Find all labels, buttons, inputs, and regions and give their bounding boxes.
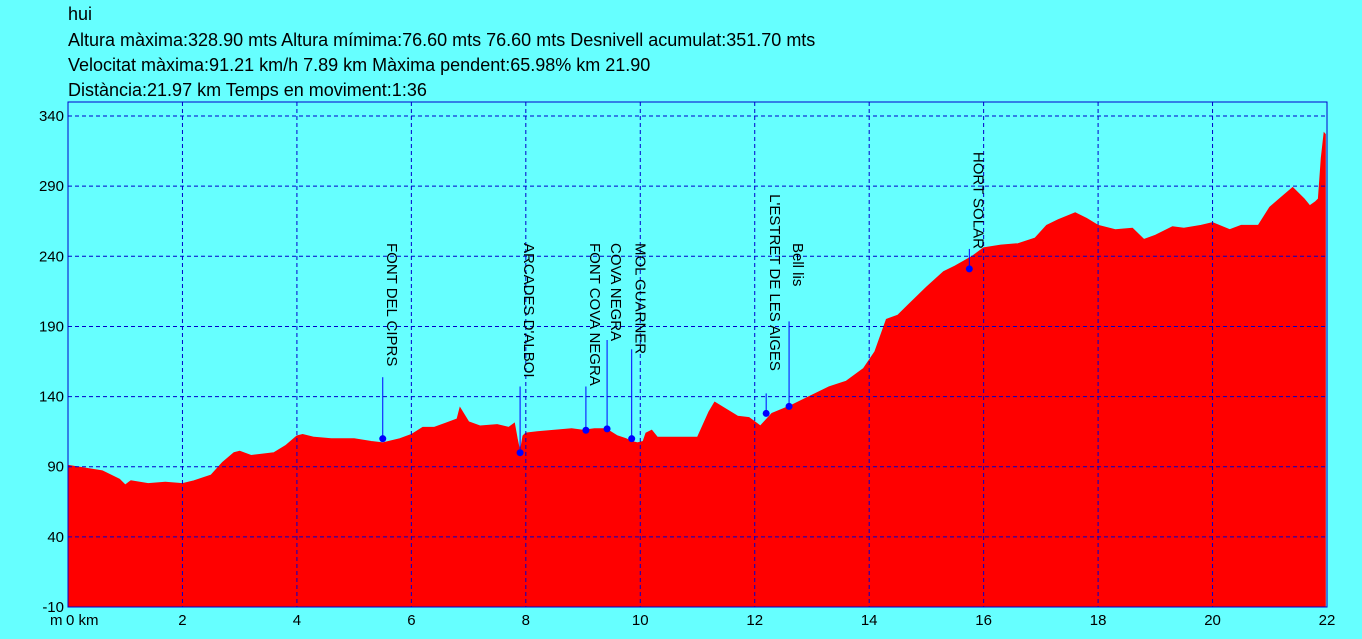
elevation-area bbox=[67, 131, 1326, 608]
waypoint-marker bbox=[379, 435, 387, 443]
y-tick-label: 340 bbox=[39, 108, 64, 125]
waypoint-marker bbox=[628, 435, 636, 443]
y-tick-label: 190 bbox=[39, 318, 64, 335]
waypoint-marker bbox=[516, 449, 524, 457]
waypoint-marker bbox=[762, 409, 770, 417]
x-tick-label: 18 bbox=[1090, 612, 1107, 629]
waypoint-marker bbox=[965, 265, 973, 273]
y-tick-label: 290 bbox=[39, 178, 64, 195]
x-tick-label: 4 bbox=[293, 612, 301, 629]
waypoint-label: COVA NEGRA bbox=[607, 243, 624, 341]
y-tick-label: 240 bbox=[39, 248, 64, 265]
x-tick-label: 22 bbox=[1319, 612, 1336, 629]
x-tick-label: 12 bbox=[746, 612, 763, 629]
waypoint-marker bbox=[785, 402, 793, 410]
speed-stats: Velocitat màxima:91.21 km/h 7.89 km Màxi… bbox=[68, 55, 651, 75]
waypoint-label: FONT DEL CIPRS bbox=[383, 243, 400, 366]
y-tick-label: -10 bbox=[42, 599, 64, 616]
x-origin-label: 0 km bbox=[66, 612, 99, 629]
waypoint-marker bbox=[603, 425, 611, 433]
y-unit-label: m bbox=[50, 612, 63, 629]
x-tick-label: 2 bbox=[178, 612, 186, 629]
waypoint-label: HORT SOLAR bbox=[969, 152, 986, 249]
waypoint-label: FONT COVA NEGRA bbox=[586, 243, 603, 386]
x-tick-label: 6 bbox=[407, 612, 415, 629]
y-tick-label: 140 bbox=[39, 389, 64, 406]
x-tick-label: 20 bbox=[1204, 612, 1221, 629]
waypoint-label: ARCADES D'ALBOI bbox=[520, 243, 537, 378]
altitude-stats: Altura màxima:328.90 mts Altura mímima:7… bbox=[68, 30, 816, 50]
profile-title: hui bbox=[68, 4, 93, 24]
plot-frame bbox=[67, 101, 1328, 608]
x-tick-label: 16 bbox=[975, 612, 992, 629]
waypoint-marker bbox=[582, 426, 590, 434]
waypoint-label: MOL GUARNER bbox=[632, 243, 649, 354]
x-tick-label: 14 bbox=[861, 612, 878, 629]
x-tick-label: 10 bbox=[632, 612, 649, 629]
distance-stats: Distància:21.97 km Temps en moviment:1:3… bbox=[68, 80, 427, 100]
y-tick-label: 90 bbox=[47, 459, 64, 476]
x-tick-label: 8 bbox=[522, 612, 530, 629]
waypoint-label: Bell lis bbox=[789, 243, 806, 286]
y-tick-label: 40 bbox=[47, 529, 64, 546]
waypoint-label: L'ESTRET DE LES AIGES bbox=[766, 194, 783, 371]
